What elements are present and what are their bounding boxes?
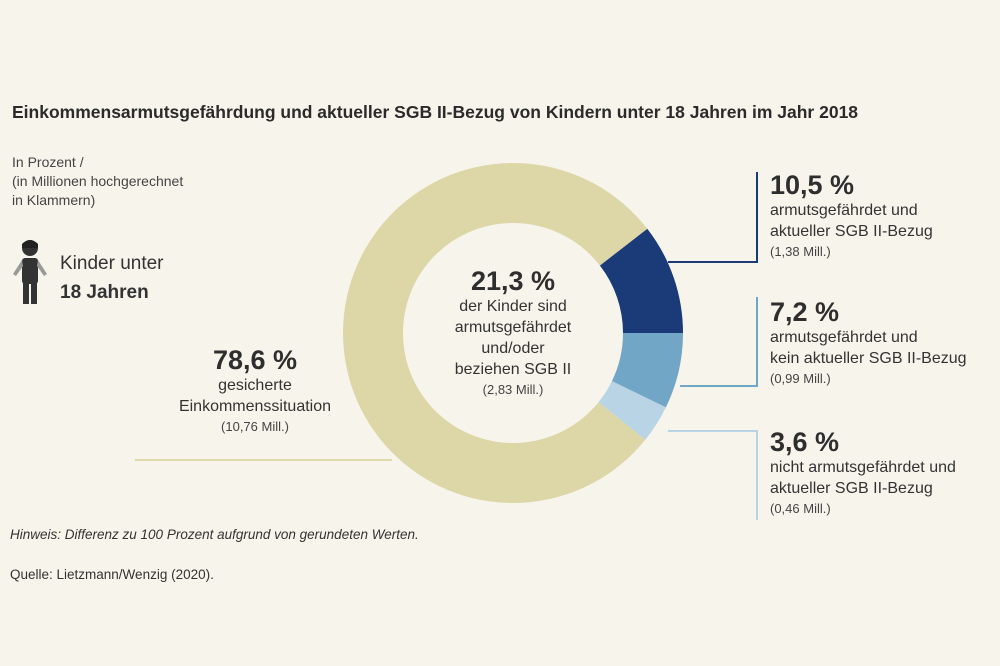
slice-text: nicht armutsgefährdet und	[770, 459, 956, 476]
chart-subtitle: In Prozent / (in Millionen hochgerechnet…	[12, 153, 183, 210]
slice-count: (0,46 Mill.)	[770, 501, 831, 516]
chart-title: Einkommensarmutsgefährdung und aktueller…	[12, 102, 859, 122]
slice-text: aktueller SGB II-Bezug	[770, 223, 933, 240]
data-label: 78,6 %	[212, 345, 298, 375]
slice-count: (10,76 Mill.)	[221, 419, 289, 434]
center-label: 21,3 % der Kinder sind armutsgefährdet u…	[413, 266, 613, 399]
donut-slice	[342, 162, 648, 503]
slice-text: Einkommenssituation	[178, 398, 332, 415]
donut-slice	[599, 228, 683, 333]
subtitle-line: In Prozent /	[12, 154, 84, 170]
center-text: armutsgefährdet	[454, 319, 572, 336]
slice-label-notpoor-sgb: 3,6 % nicht armutsgefährdet und aktuelle…	[770, 427, 956, 518]
slice-count: (1,38 Mill.)	[770, 244, 831, 259]
slice-text: gesicherte	[218, 377, 292, 394]
leader-line	[680, 297, 758, 387]
leader-line	[668, 172, 758, 263]
slice-text: armutsgefährdet und	[770, 329, 918, 346]
data-label: 7,2 %	[770, 297, 840, 327]
data-label: 10,5 %	[770, 170, 855, 200]
footnote: Hinweis: Differenz zu 100 Prozent aufgru…	[10, 527, 419, 542]
group-label-line: Kinder unter	[60, 253, 164, 274]
donut-slice	[598, 381, 666, 440]
leader-line	[668, 430, 758, 520]
subtitle-line: in Klammern)	[12, 192, 96, 208]
center-text: der Kinder sind	[459, 298, 567, 315]
slice-count: (0,99 Mill.)	[770, 371, 831, 386]
group-label: Kinder unter 18 Jahren	[60, 249, 164, 307]
center-text: und/oder	[481, 340, 545, 357]
slice-text: armutsgefährdet und	[770, 202, 918, 219]
center-text: beziehen SGB II	[454, 361, 572, 378]
child-icon	[13, 240, 47, 304]
group-label-line: 18 Jahren	[60, 282, 149, 303]
slice-label-secure: 78,6 % gesicherte Einkommenssituation (1…	[140, 345, 370, 436]
center-count: (2,83 Mill.)	[482, 382, 544, 397]
slice-text: aktueller SGB II-Bezug	[770, 480, 933, 497]
donut-slice	[611, 333, 683, 408]
subtitle-line: (in Millionen hochgerechnet	[12, 173, 184, 189]
data-label: 3,6 %	[770, 427, 840, 457]
center-value: 21,3 %	[470, 266, 556, 296]
slice-label-poor-sgb: 10,5 % armutsgefährdet und aktueller SGB…	[770, 170, 933, 261]
slice-label-poor-nosgb: 7,2 % armutsgefährdet und kein aktueller…	[770, 297, 967, 388]
slice-text: kein aktueller SGB II-Bezug	[770, 350, 967, 367]
source: Quelle: Lietzmann/Wenzig (2020).	[10, 567, 214, 582]
